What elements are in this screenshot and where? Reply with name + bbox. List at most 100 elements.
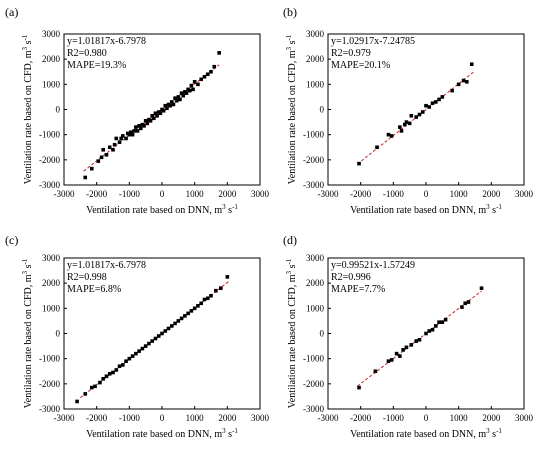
data-point: [121, 134, 125, 138]
x-tick-label: -2000: [86, 189, 107, 199]
x-axis-title: Ventilation rate based on DNN, m3 s-1: [86, 427, 238, 440]
data-point: [93, 384, 97, 389]
y-axis-title-text: Ventilation rate based on CFD, m: [287, 274, 298, 408]
y-axis-title-sup2: -1: [21, 258, 29, 264]
data-point: [75, 399, 79, 404]
x-axis-title-mid: s: [226, 205, 233, 216]
mape-annotation: MAPE=20.1%: [331, 60, 390, 71]
data-point: [168, 103, 172, 108]
x-axis-title-text: Ventilation rate based on DNN, m: [350, 205, 486, 216]
data-point: [150, 113, 154, 118]
data-point: [386, 132, 391, 137]
data-point: [89, 385, 94, 390]
data-point: [178, 97, 182, 102]
y-tick-label: -1000: [303, 130, 324, 140]
data-point: [414, 115, 418, 119]
x-axis-title-sup: 3: [222, 203, 226, 211]
y-axis-title: Ventilation rate based on CFD, m3 s-1: [285, 34, 298, 184]
data-point: [101, 147, 105, 152]
data-point: [138, 126, 143, 131]
data-point: [187, 88, 192, 93]
data-point: [456, 82, 461, 87]
data-point: [217, 51, 221, 55]
x-tick-label: 1000: [186, 189, 205, 199]
mape-annotation: MAPE=7.7%: [331, 284, 385, 295]
data-point: [117, 140, 122, 145]
x-tick-label: 3000: [515, 413, 534, 423]
y-tick-label: 1000: [42, 79, 61, 89]
x-tick-label: 1000: [186, 413, 205, 423]
data-point: [465, 80, 469, 84]
y-axis-title-sup2: -1: [21, 34, 29, 40]
data-point: [127, 132, 132, 137]
y-tick-label: 3000: [306, 29, 325, 39]
data-point: [414, 339, 418, 343]
y-tick-label: -1000: [303, 354, 324, 364]
data-point: [434, 324, 438, 328]
x-tick-label: -3000: [54, 189, 75, 199]
data-point: [83, 392, 88, 396]
data-point: [124, 359, 128, 363]
data-point: [137, 349, 141, 353]
x-axis-title-sup2: -1: [232, 427, 238, 435]
data-point: [111, 147, 115, 152]
data-point: [155, 113, 159, 118]
data-point: [214, 288, 218, 293]
data-point: [466, 300, 471, 304]
data-point: [114, 368, 119, 372]
data-point: [111, 370, 115, 375]
data-point: [130, 132, 135, 137]
data-point: [99, 155, 104, 160]
y-axis-title-text: Ventilation rate based on CFD, m: [287, 50, 298, 184]
x-tick-label: 0: [160, 189, 165, 199]
data-point: [165, 106, 169, 111]
data-point: [209, 69, 213, 74]
x-tick-label: 0: [424, 413, 429, 423]
equation-annotation: y=1.02917x-7.24785: [331, 36, 415, 47]
data-point: [161, 108, 166, 113]
data-point: [450, 88, 454, 93]
y-tick-label: 1000: [306, 303, 325, 313]
data-point: [192, 306, 197, 311]
data-point: [101, 377, 105, 381]
data-point: [152, 116, 156, 121]
data-point: [409, 343, 414, 347]
data-point: [150, 339, 154, 343]
data-point: [398, 125, 402, 129]
x-tick-label: 3000: [515, 189, 534, 199]
y-axis-title-mid: s: [287, 40, 298, 47]
data-point: [104, 374, 109, 379]
y-tick-label: -3000: [39, 404, 60, 414]
y-tick-label: -3000: [303, 180, 324, 190]
data-point: [404, 120, 409, 124]
equation-annotation: y=0.99521x-1.57249: [331, 260, 415, 271]
y-tick-label: -3000: [39, 180, 60, 190]
data-point: [219, 286, 223, 290]
data-point: [479, 286, 484, 290]
x-axis-title-sup: 3: [486, 427, 490, 435]
data-point: [134, 125, 138, 129]
y-tick-label: 0: [56, 329, 61, 339]
panel-label: (b): [283, 5, 297, 19]
data-point: [179, 316, 184, 321]
x-tick-label: -1000: [383, 189, 404, 199]
x-tick-label: -1000: [119, 189, 140, 199]
data-point: [117, 364, 122, 369]
data-point: [148, 119, 153, 123]
data-point: [184, 91, 189, 95]
y-tick-label: -1000: [39, 354, 60, 364]
data-point: [153, 111, 158, 116]
x-tick-label: -2000: [350, 189, 371, 199]
x-axis-title-sup2: -1: [496, 427, 502, 435]
fit-line: [83, 64, 220, 172]
y-tick-label: 2000: [306, 54, 325, 64]
r-squared-annotation: R2=0.996: [331, 272, 371, 283]
data-point: [124, 136, 128, 141]
data-point: [407, 121, 412, 126]
data-point: [143, 119, 148, 123]
y-tick-label: 3000: [42, 253, 61, 263]
x-axis-title-mid: s: [226, 429, 233, 440]
y-tick-label: 2000: [306, 278, 325, 288]
r-squared-annotation: R2=0.979: [331, 48, 371, 59]
